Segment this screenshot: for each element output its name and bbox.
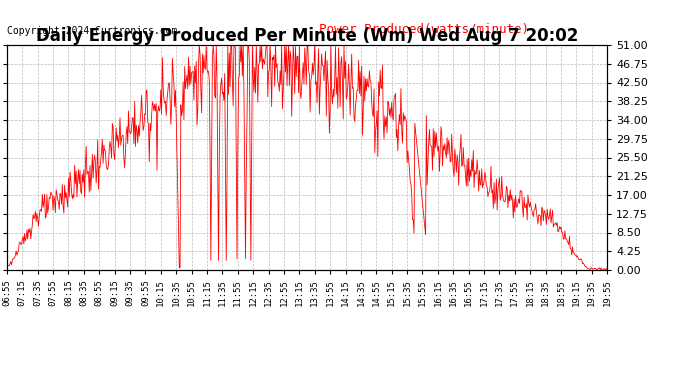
Text: Power Produced(watts/minute): Power Produced(watts/minute)	[319, 23, 529, 36]
Title: Daily Energy Produced Per Minute (Wm) Wed Aug 7 20:02: Daily Energy Produced Per Minute (Wm) We…	[36, 27, 578, 45]
Text: Copyright 2024 Curtronics.com: Copyright 2024 Curtronics.com	[7, 26, 177, 36]
